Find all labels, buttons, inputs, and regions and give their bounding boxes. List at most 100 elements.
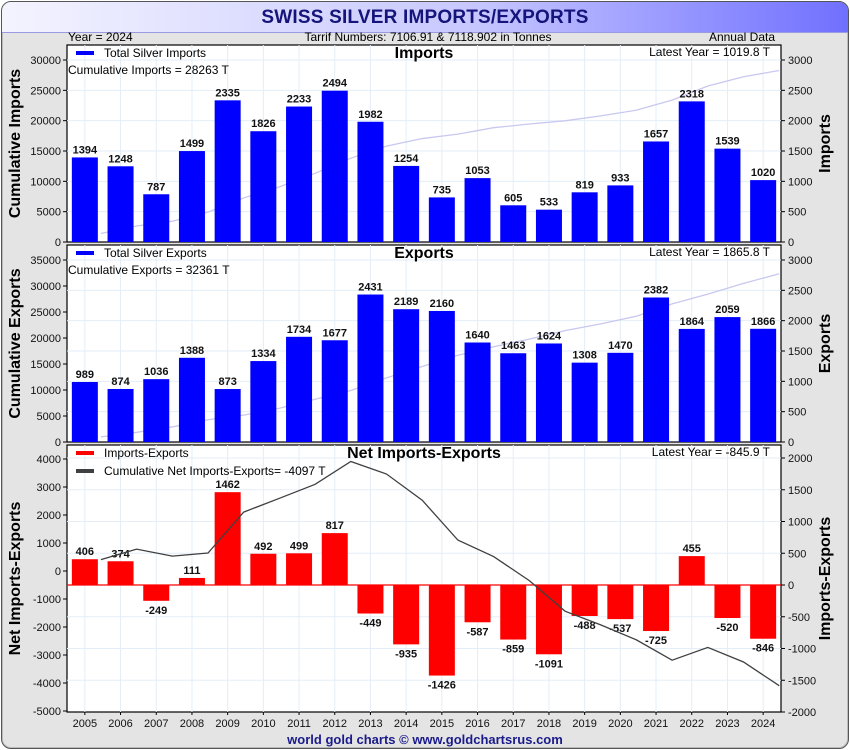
left-axis-tick-label: 25000 [30,307,61,319]
bar-value-label: 499 [290,540,308,552]
bar-2021 [643,297,670,442]
right-axis-tick-label: 1500 [788,146,812,158]
bar-2016 [464,178,491,242]
bar-value-label: 2494 [323,78,348,90]
right-axis-tick-label: 1500 [788,346,812,358]
bar-2006 [107,561,134,585]
bar-value-label: 1734 [287,324,312,336]
bar-value-label: -488 [574,620,596,632]
bar-value-label: 492 [254,541,272,553]
bar-value-label: 735 [433,184,451,196]
right-axis-tick-label: 2000 [788,453,812,465]
bar-value-label: 111 [183,565,200,577]
legend-swatch [76,451,94,455]
right-axis-tick-label: 1500 [788,485,812,497]
bar-value-label: 1624 [537,330,562,342]
right-axis-tick-label: 1000 [788,376,812,388]
x-axis-tick-label: 2019 [572,718,596,730]
x-axis-tick-label: 2018 [537,718,561,730]
bar-value-label: 817 [326,520,344,532]
x-axis-tick-label: 2008 [180,718,204,730]
bar-value-label: 1053 [465,165,489,177]
right-axis-tick-label: 0 [788,580,794,592]
bar-2017 [500,585,527,640]
legend-swatch [76,469,94,473]
bar-value-label: -859 [502,644,524,656]
bar-value-label: 406 [76,546,94,558]
legend-swatch [76,51,94,55]
left-axis-tick-label: 5000 [37,411,61,423]
right-axis-tick-label: 1000 [788,176,812,188]
frequency-label: Annual Data [709,30,775,44]
x-axis-tick-label: 2012 [323,718,347,730]
right-axis-tick-label: -1500 [788,675,816,687]
bar-value-label: 2189 [394,296,418,308]
left-axis-title: Cumulative Imports [7,69,24,218]
cumulative-line [100,69,780,235]
bar-2016 [464,585,491,623]
x-axis-tick-label: 2013 [358,718,382,730]
bar-2022 [678,328,705,442]
left-axis-tick-label: 15000 [30,146,61,158]
bar-2007 [143,585,170,601]
right-axis-tick-label: 500 [788,207,806,219]
bar-value-label: 533 [540,197,558,209]
left-axis-tick-label: 20000 [30,116,61,128]
bar-value-label: 933 [611,172,629,184]
bar-value-label: -537 [609,623,631,635]
left-axis-tick-label: 10000 [30,176,61,188]
bar-2011 [286,106,313,242]
bar-2010 [250,131,277,242]
cumulative-line [100,460,780,687]
left-axis-tick-label: 15000 [30,359,61,371]
bar-2019 [571,585,598,616]
bar-2010 [250,553,277,585]
left-axis-title: Net Imports-Exports [7,502,24,656]
bar-2015 [428,310,455,442]
bar-2013 [357,585,384,614]
bar-2018 [535,343,562,442]
bar-2015 [428,197,455,242]
bar-2017 [500,205,527,242]
right-axis-tick-label: -500 [788,612,810,624]
bar-2014 [393,165,420,242]
bar-2010 [250,361,277,442]
right-axis-tick-label: 500 [788,548,806,560]
panel-imports: 0 5000 10000 15000 20000 25000 30000 0 500 1000 15… [7,44,834,249]
bar-value-label: 1020 [751,167,775,179]
bar-value-label: -1426 [428,680,456,692]
bar-2021 [643,141,670,242]
left-axis-tick-label: 0 [55,566,61,578]
x-axis-tick-label: 2016 [465,718,489,730]
bar-value-label: 1866 [751,316,775,328]
bar-value-label: 2160 [430,298,454,310]
left-axis-tick-label: 1000 [37,538,61,550]
bar-2020 [607,585,634,620]
x-axis-tick-label: 2011 [287,718,311,730]
bar-value-label: -846 [752,643,774,655]
x-axis-tick-label: 2020 [608,718,632,730]
bar-2013 [357,121,384,242]
x-axis-tick-label: 2017 [501,718,525,730]
left-axis-tick-label: 2000 [37,510,61,522]
left-axis-tick-label: -2000 [33,622,61,634]
bar-2023 [714,585,741,619]
bar-value-label: 873 [218,376,236,388]
bar-2007 [143,194,170,242]
x-axis-tick-label: 2024 [751,718,775,730]
bar-value-label: 1308 [572,350,596,362]
right-axis-tick-label: 0 [788,437,794,449]
right-axis-tick-label: -1000 [788,644,816,656]
bar-value-label: 1499 [180,138,204,150]
bar-value-label: 874 [111,376,130,388]
year-label: Year = 2024 [68,30,133,44]
bar-2011 [286,336,313,442]
bar-2024 [750,328,777,442]
right-axis-tick-label: 2500 [788,85,812,97]
bar-value-label: 1462 [215,479,239,491]
bar-2024 [750,180,777,242]
x-axis-tick-label: 2010 [251,718,275,730]
bar-2022 [678,101,705,242]
bar-value-label: 2382 [644,284,668,296]
bar-2014 [393,309,420,442]
